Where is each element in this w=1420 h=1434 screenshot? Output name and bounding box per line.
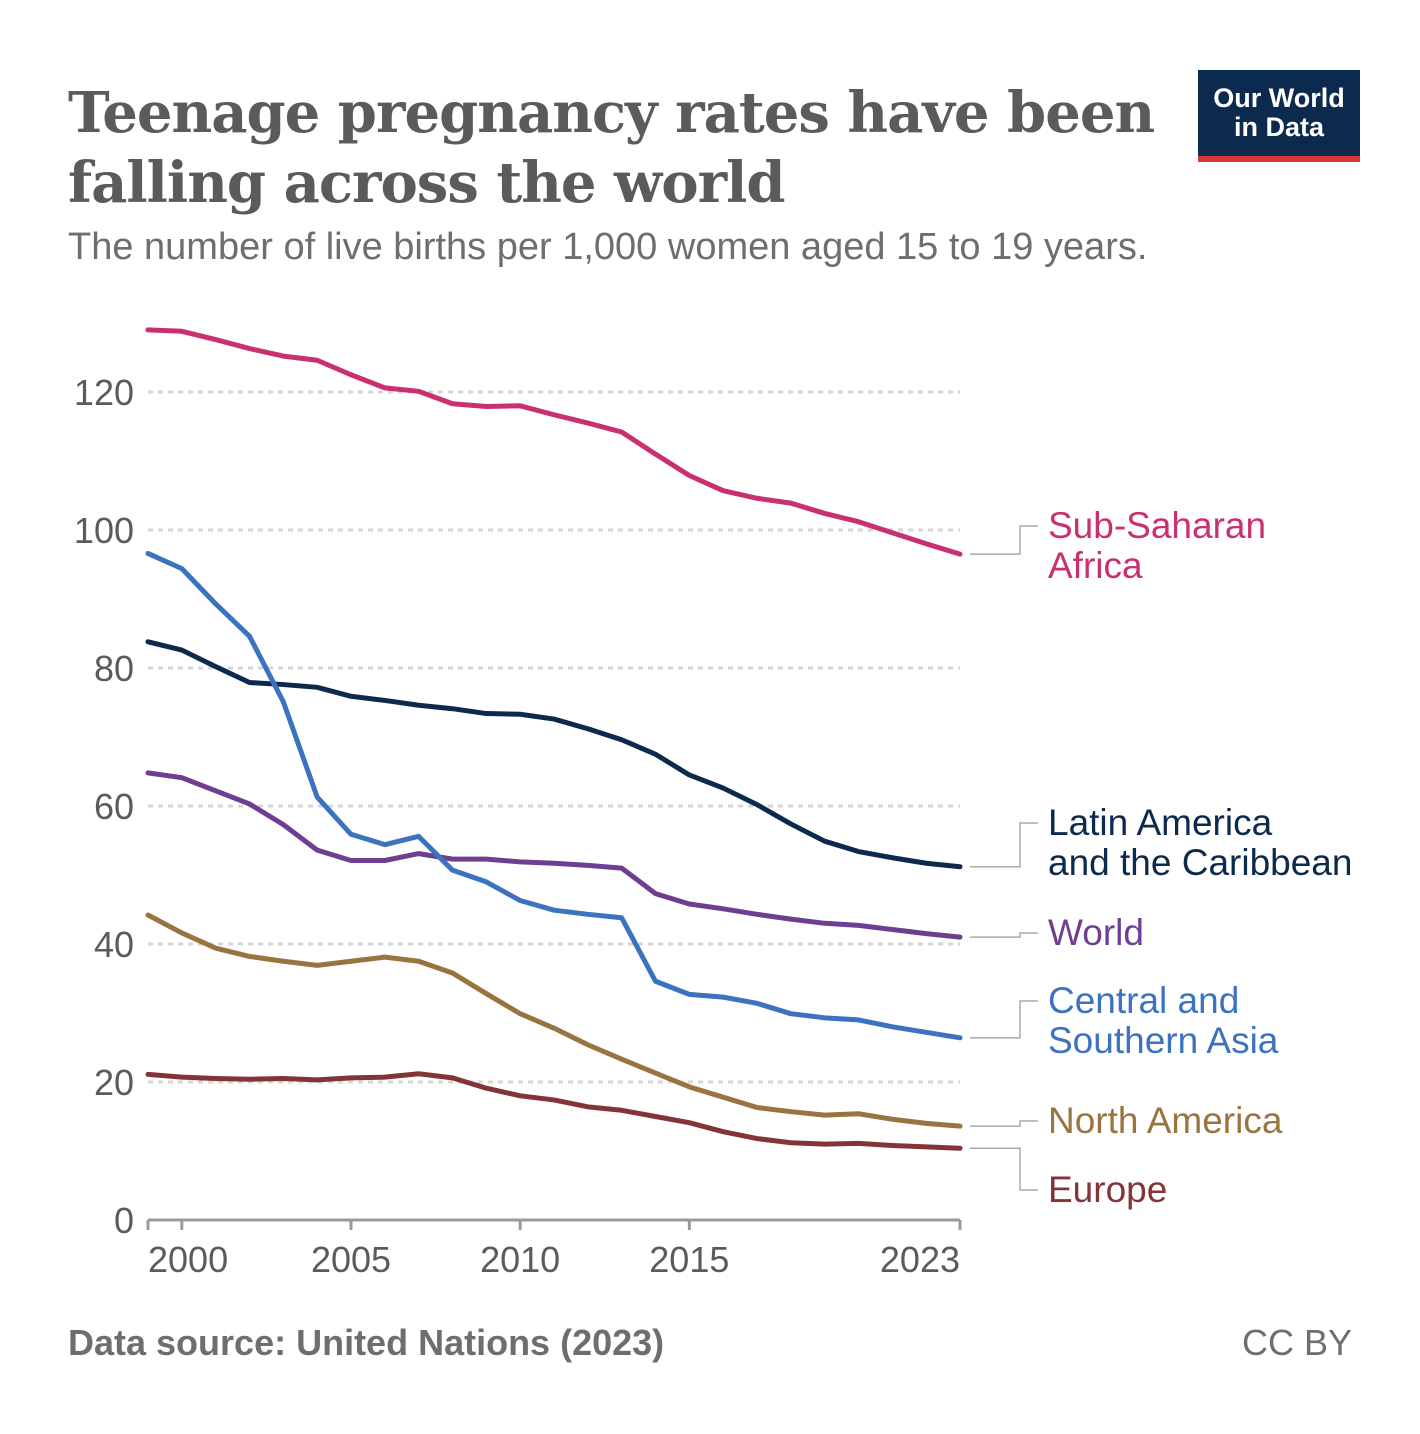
license-label[interactable]: CC BY	[1241, 1322, 1352, 1363]
line-chart: 0 20 40 60 80 100 120 2000 2005 2010 2015 2023 Sub-S…	[74, 327, 1352, 1280]
connector-europe	[970, 1147, 1038, 1191]
series-label-north-america-line-1[interactable]: North America	[1048, 1100, 1283, 1141]
connector-sub-saharan-africa	[970, 525, 1038, 555]
y-tick-label-100: 100	[74, 510, 134, 551]
connector-latin-america-and-the-caribbean	[970, 822, 1038, 868]
logo-line-1: Our World	[1213, 83, 1345, 113]
connector-north-america	[970, 1120, 1038, 1127]
x-tick-label-2005: 2005	[311, 1239, 391, 1280]
y-tick-label-20: 20	[94, 1062, 134, 1103]
series-label-world-line-1[interactable]: World	[1048, 912, 1144, 953]
x-tick-label-2000: 2000	[148, 1239, 228, 1280]
x-tick-label-2015: 2015	[649, 1239, 729, 1280]
data-source[interactable]: Data source: United Nations (2023)	[68, 1322, 665, 1363]
series-line-world[interactable]	[145, 770, 963, 940]
series-label-latin-america-and-the-caribbean-line-1[interactable]: Latin America	[1048, 802, 1273, 843]
y-tick-label-40: 40	[94, 924, 134, 965]
owid-logo[interactable]: Our World in Data	[1198, 70, 1360, 162]
y-tick-label-120: 120	[74, 372, 134, 413]
series-line-europe[interactable]	[145, 1071, 963, 1151]
series-label-sub-saharan-africa-line-1[interactable]: Sub-Saharan	[1048, 505, 1266, 546]
logo-line-2: in Data	[1233, 112, 1325, 142]
y-tick-label-80: 80	[94, 648, 134, 689]
title-line-1: Teenage pregnancy rates have been	[68, 80, 1155, 146]
series-line-central-and-southern-asia[interactable]	[145, 550, 963, 1041]
series-label-sub-saharan-africa-line-2[interactable]: Africa	[1048, 545, 1143, 586]
chart-subtitle: The number of live births per 1,000 wome…	[68, 226, 1148, 268]
connector-world	[970, 932, 1038, 938]
y-tick-label-0: 0	[114, 1200, 134, 1241]
y-tick-label-60: 60	[94, 786, 134, 827]
title-line-2: falling across the world	[68, 150, 786, 216]
connector-central-and-southern-asia	[970, 1000, 1038, 1039]
x-tick-label-2010: 2010	[480, 1239, 560, 1280]
series-label-europe-line-1[interactable]: Europe	[1048, 1169, 1167, 1210]
series-line-sub-saharan-africa[interactable]	[145, 327, 963, 557]
x-tick-label-2023: 2023	[880, 1239, 960, 1280]
series-label-latin-america-and-the-caribbean-line-2[interactable]: and the Caribbean	[1048, 842, 1352, 883]
series-line-north-america[interactable]	[145, 912, 963, 1129]
series-label-central-and-southern-asia-line-1[interactable]: Central and	[1048, 980, 1239, 1021]
series-label-central-and-southern-asia-line-2[interactable]: Southern Asia	[1048, 1020, 1279, 1061]
chart-title: Teenage pregnancy rates have been fallin…	[68, 78, 1168, 218]
series-line-latin-america-and-the-caribbean[interactable]	[145, 639, 963, 870]
